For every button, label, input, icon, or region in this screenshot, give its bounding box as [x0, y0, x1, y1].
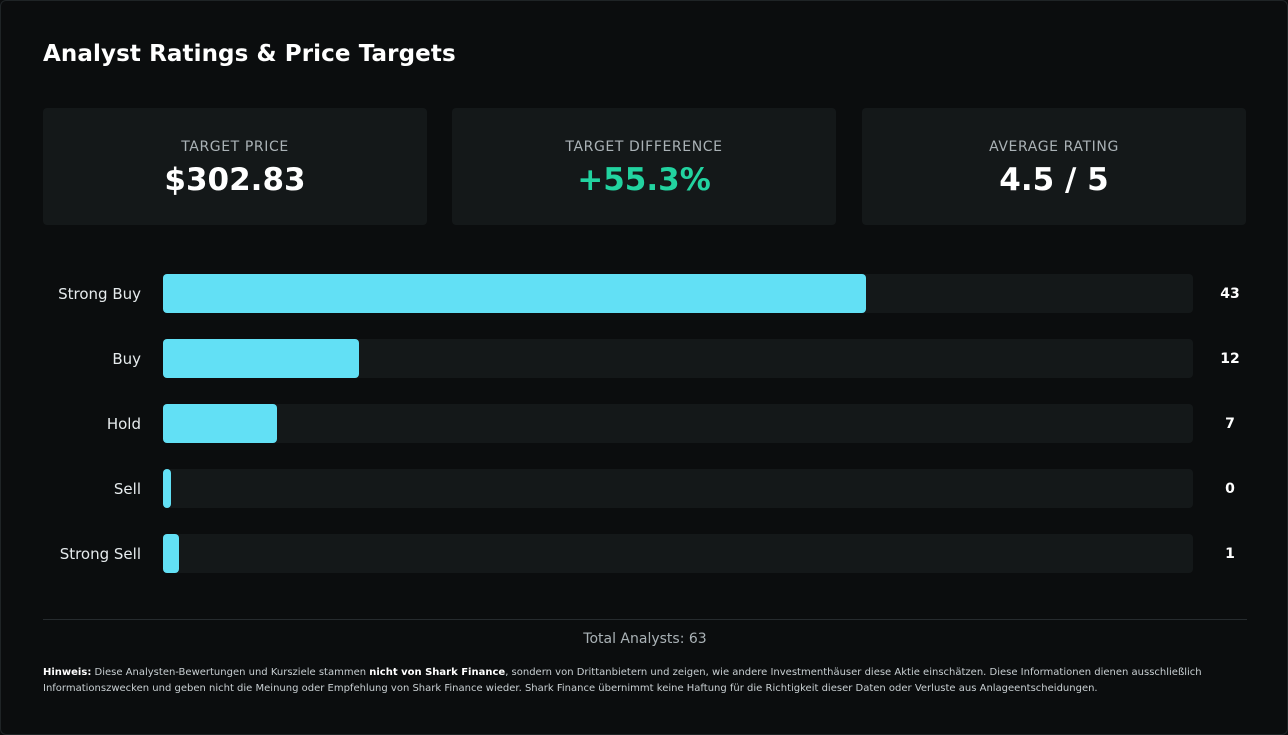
note-bold: nicht von Shark Finance — [369, 667, 506, 678]
bar-value-hold: 7 — [1225, 416, 1235, 432]
target-price-label: TARGET PRICE — [181, 139, 289, 155]
target-difference-card: TARGET DIFFERENCE +55.3% — [452, 108, 836, 225]
bar-value-sell: 0 — [1225, 481, 1235, 497]
note-text-1: Diese Analysten-Bewertungen und Kursziel… — [91, 667, 370, 678]
rating-label-sell: Sell — [113, 480, 141, 498]
bar-track-buy — [163, 339, 1193, 378]
target-difference-value: +55.3% — [577, 162, 711, 198]
divider — [43, 619, 1247, 620]
note-lead: Hinweis: — [43, 667, 92, 678]
bar-buy — [163, 339, 360, 378]
panel-title: Analyst Ratings & Price Targets — [43, 41, 456, 67]
bar-value-buy: 12 — [1220, 351, 1240, 367]
bar-strong-buy — [163, 274, 867, 313]
target-price-value: $302.83 — [164, 162, 306, 198]
bar-hold — [163, 404, 278, 443]
rating-label-strong-sell: Strong Sell — [59, 545, 141, 563]
bar-track-strong-buy — [163, 274, 1193, 313]
average-rating-card: AVERAGE RATING 4.5 / 5 — [862, 108, 1246, 225]
average-rating-label: AVERAGE RATING — [989, 139, 1119, 155]
rating-label-hold: Hold — [106, 415, 141, 433]
average-rating-value: 4.5 / 5 — [999, 162, 1109, 198]
rating-label-strong-buy: Strong Buy — [58, 285, 141, 303]
total-analysts: Total Analysts: 63 — [583, 631, 707, 647]
bar-value-strong-sell: 1 — [1225, 546, 1235, 562]
rating-label-buy: Buy — [112, 350, 141, 368]
bar-track-hold — [163, 404, 1193, 443]
bar-strong-sell — [163, 534, 180, 573]
target-price-card: TARGET PRICE $302.83 — [43, 108, 427, 225]
target-difference-label: TARGET DIFFERENCE — [565, 139, 723, 155]
bar-track-sell — [163, 469, 1193, 508]
bar-track-strong-sell — [163, 534, 1193, 573]
bar-value-strong-buy: 43 — [1220, 286, 1240, 302]
disclaimer-note: Hinweis: Diese Analysten-Bewertungen und… — [43, 665, 1249, 697]
note-text-2: , sondern von Drittanbietern und zeigen,… — [43, 667, 1202, 694]
bar-sell — [163, 469, 171, 508]
